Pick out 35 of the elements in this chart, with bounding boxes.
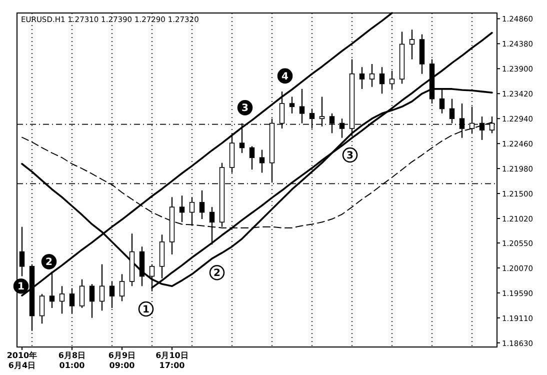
candlestick: [19, 226, 25, 277]
candlestick: [199, 190, 205, 220]
candlestick: [259, 149, 265, 174]
circled-number: 3: [237, 100, 253, 116]
candlestick: [249, 146, 255, 170]
x-tick-label: 2010年 6月4日: [6, 351, 38, 370]
x-tick-label: 6月8日 01:00: [58, 351, 86, 370]
candlestick: [179, 195, 185, 223]
candlestick: [289, 96, 295, 114]
candlestick: [89, 284, 95, 318]
candlestick: [99, 264, 105, 312]
annotation: 2: [214, 268, 221, 280]
candlestick: [369, 63, 375, 88]
annotation: 1: [142, 304, 150, 316]
candlestick: [409, 29, 415, 60]
circled-number: 1: [13, 278, 29, 294]
annotation: 2: [46, 257, 53, 268]
candlestick: [59, 286, 65, 314]
candlestick: [299, 88, 305, 124]
candlestick: [39, 293, 45, 324]
annotation: 3: [346, 150, 354, 162]
annotation: 4: [282, 71, 289, 82]
x-tick-label: 6月9日 09:00: [108, 351, 136, 370]
candlestick: [119, 274, 125, 302]
circled-number: 2: [209, 264, 225, 280]
annotation: 1: [18, 282, 25, 293]
candlestick: [359, 66, 365, 90]
circled-number: 3: [342, 147, 358, 163]
circled-number: 1: [138, 301, 154, 317]
candlestick: [79, 278, 85, 309]
candlestick: [379, 66, 385, 94]
circled-number: 2: [41, 254, 57, 270]
annotation: 3: [242, 103, 249, 114]
circled-number: 4: [277, 68, 293, 84]
x-tick-label: 6月10日 17:00: [156, 351, 188, 370]
